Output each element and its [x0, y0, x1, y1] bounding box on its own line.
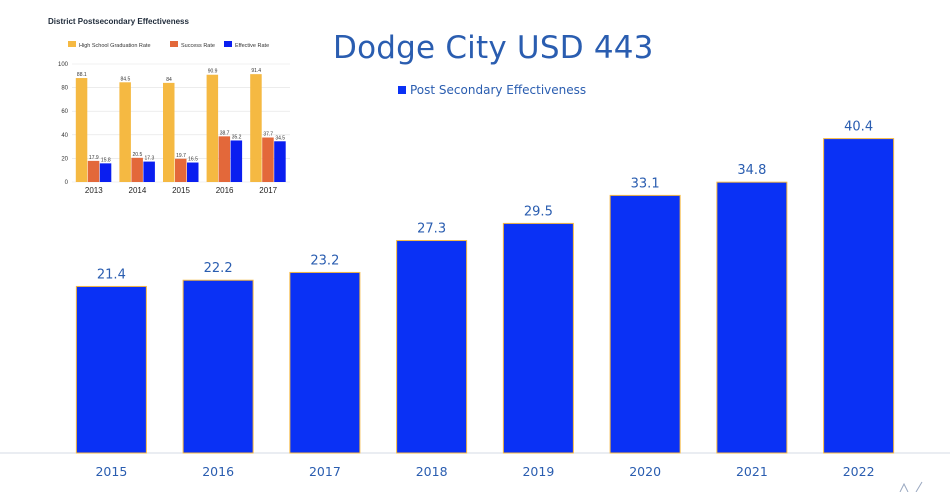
data-label-2018: 27.3 [417, 222, 446, 237]
inset-data-label-2013-2: 15.8 [101, 157, 111, 163]
inset-bar-2014-1 [131, 157, 143, 182]
inset-bar-2013-2 [99, 163, 112, 182]
x-tick-label-2019: 2019 [522, 464, 554, 479]
inset-bar-2013-1 [87, 160, 100, 182]
legend-label-2: Effective Rate [235, 43, 269, 49]
y-tick-label-60: 60 [61, 109, 68, 115]
inset-data-label-2015-0: 84 [166, 77, 172, 83]
bar-2022 [823, 138, 895, 454]
bar-2019 [502, 222, 574, 454]
inset-chart-title: District Postsecondary Effectiveness [48, 17, 189, 26]
inset-bar-2014-0 [119, 82, 131, 182]
inset-data-label-2015-2: 16.5 [188, 157, 198, 163]
x-tick-label-2018: 2018 [416, 464, 448, 479]
inset-bar-2017-0 [250, 74, 262, 182]
y-tick-label-0: 0 [65, 180, 69, 186]
data-label-2020: 33.1 [631, 176, 660, 191]
main-legend: Post Secondary Effectiveness [398, 83, 586, 97]
data-label-2019: 29.5 [524, 204, 553, 219]
inset-x-tick-2015: 2015 [172, 186, 190, 195]
x-tick-label-2017: 2017 [309, 464, 341, 479]
inset-data-label-2017-1: 37.7 [263, 132, 273, 138]
inset-data-label-2013-0: 88.1 [77, 72, 87, 78]
y-tick-label-40: 40 [61, 133, 68, 139]
y-tick-label-20: 20 [61, 156, 68, 162]
data-label-2016: 22.2 [204, 261, 233, 276]
inset-bar-2014-2 [143, 161, 155, 182]
legend-swatch-0 [68, 41, 76, 47]
legend-label: Post Secondary Effectiveness [410, 83, 587, 97]
data-label-2022: 40.4 [844, 120, 873, 135]
bar-2017 [289, 271, 361, 454]
x-tick-label-2016: 2016 [202, 464, 234, 479]
inset-data-label-2014-0: 84.5 [121, 76, 131, 82]
inset-data-label-2014-1: 20.5 [133, 152, 143, 158]
inset-bar-chart: High School Graduation Rate Success Rate E… [58, 41, 290, 195]
bar-2015 [75, 285, 147, 454]
inset-bar-2016-0 [206, 74, 219, 182]
inset-data-label-2014-2: 17.3 [145, 156, 155, 162]
inset-x-tick-2014: 2014 [129, 186, 147, 195]
x-tick-label-2021: 2021 [736, 464, 768, 479]
legend-swatch [398, 86, 406, 94]
inset-bar-2017-1 [262, 137, 274, 182]
legend-label-0: High School Graduation Rate [79, 43, 151, 49]
y-tick-label-100: 100 [58, 62, 69, 68]
inset-bar-2016-2 [230, 140, 243, 182]
main-chart-title: Dodge City USD 443 [333, 30, 654, 66]
x-tick-label-2020: 2020 [629, 464, 661, 479]
legend-swatch-1 [170, 41, 178, 47]
inset-data-label-2017-2: 34.5 [275, 135, 285, 141]
inset-bar-2015-1 [175, 158, 187, 182]
inset-data-label-2016-0: 90.9 [208, 69, 218, 75]
bar-2018 [396, 240, 468, 454]
x-tick-label-2015: 2015 [95, 464, 127, 479]
inset-bar-2017-2 [274, 141, 286, 182]
corner-logo-mark [899, 481, 923, 492]
inset-data-label-2016-2: 35.2 [232, 134, 242, 140]
inset-x-tick-2013: 2013 [85, 186, 103, 195]
data-label-2015: 21.4 [97, 267, 126, 282]
bar-2021 [716, 181, 788, 454]
inset-data-label-2017-0: 91.4 [251, 68, 261, 74]
inset-bar-2016-1 [218, 136, 231, 182]
legend-swatch-2 [224, 41, 232, 47]
bar-2020 [609, 194, 681, 454]
inset-data-label-2015-1: 19.7 [176, 153, 186, 159]
inset-bar-2015-2 [187, 162, 199, 182]
inset-x-tick-2016: 2016 [216, 186, 234, 195]
y-tick-label-80: 80 [61, 86, 68, 92]
inset-bar-2013-0 [75, 78, 88, 182]
bar-2016 [182, 279, 254, 454]
inset-bar-2015-0 [163, 82, 175, 182]
inset-x-tick-2017: 2017 [259, 186, 277, 195]
inset-data-label-2013-1: 17.9 [89, 155, 99, 161]
inset-data-label-2016-1: 38.7 [220, 130, 230, 136]
legend-label-1: Success Rate [181, 43, 215, 49]
data-label-2021: 34.8 [737, 163, 766, 178]
data-label-2017: 23.2 [310, 253, 339, 268]
x-tick-label-2022: 2022 [843, 464, 875, 479]
